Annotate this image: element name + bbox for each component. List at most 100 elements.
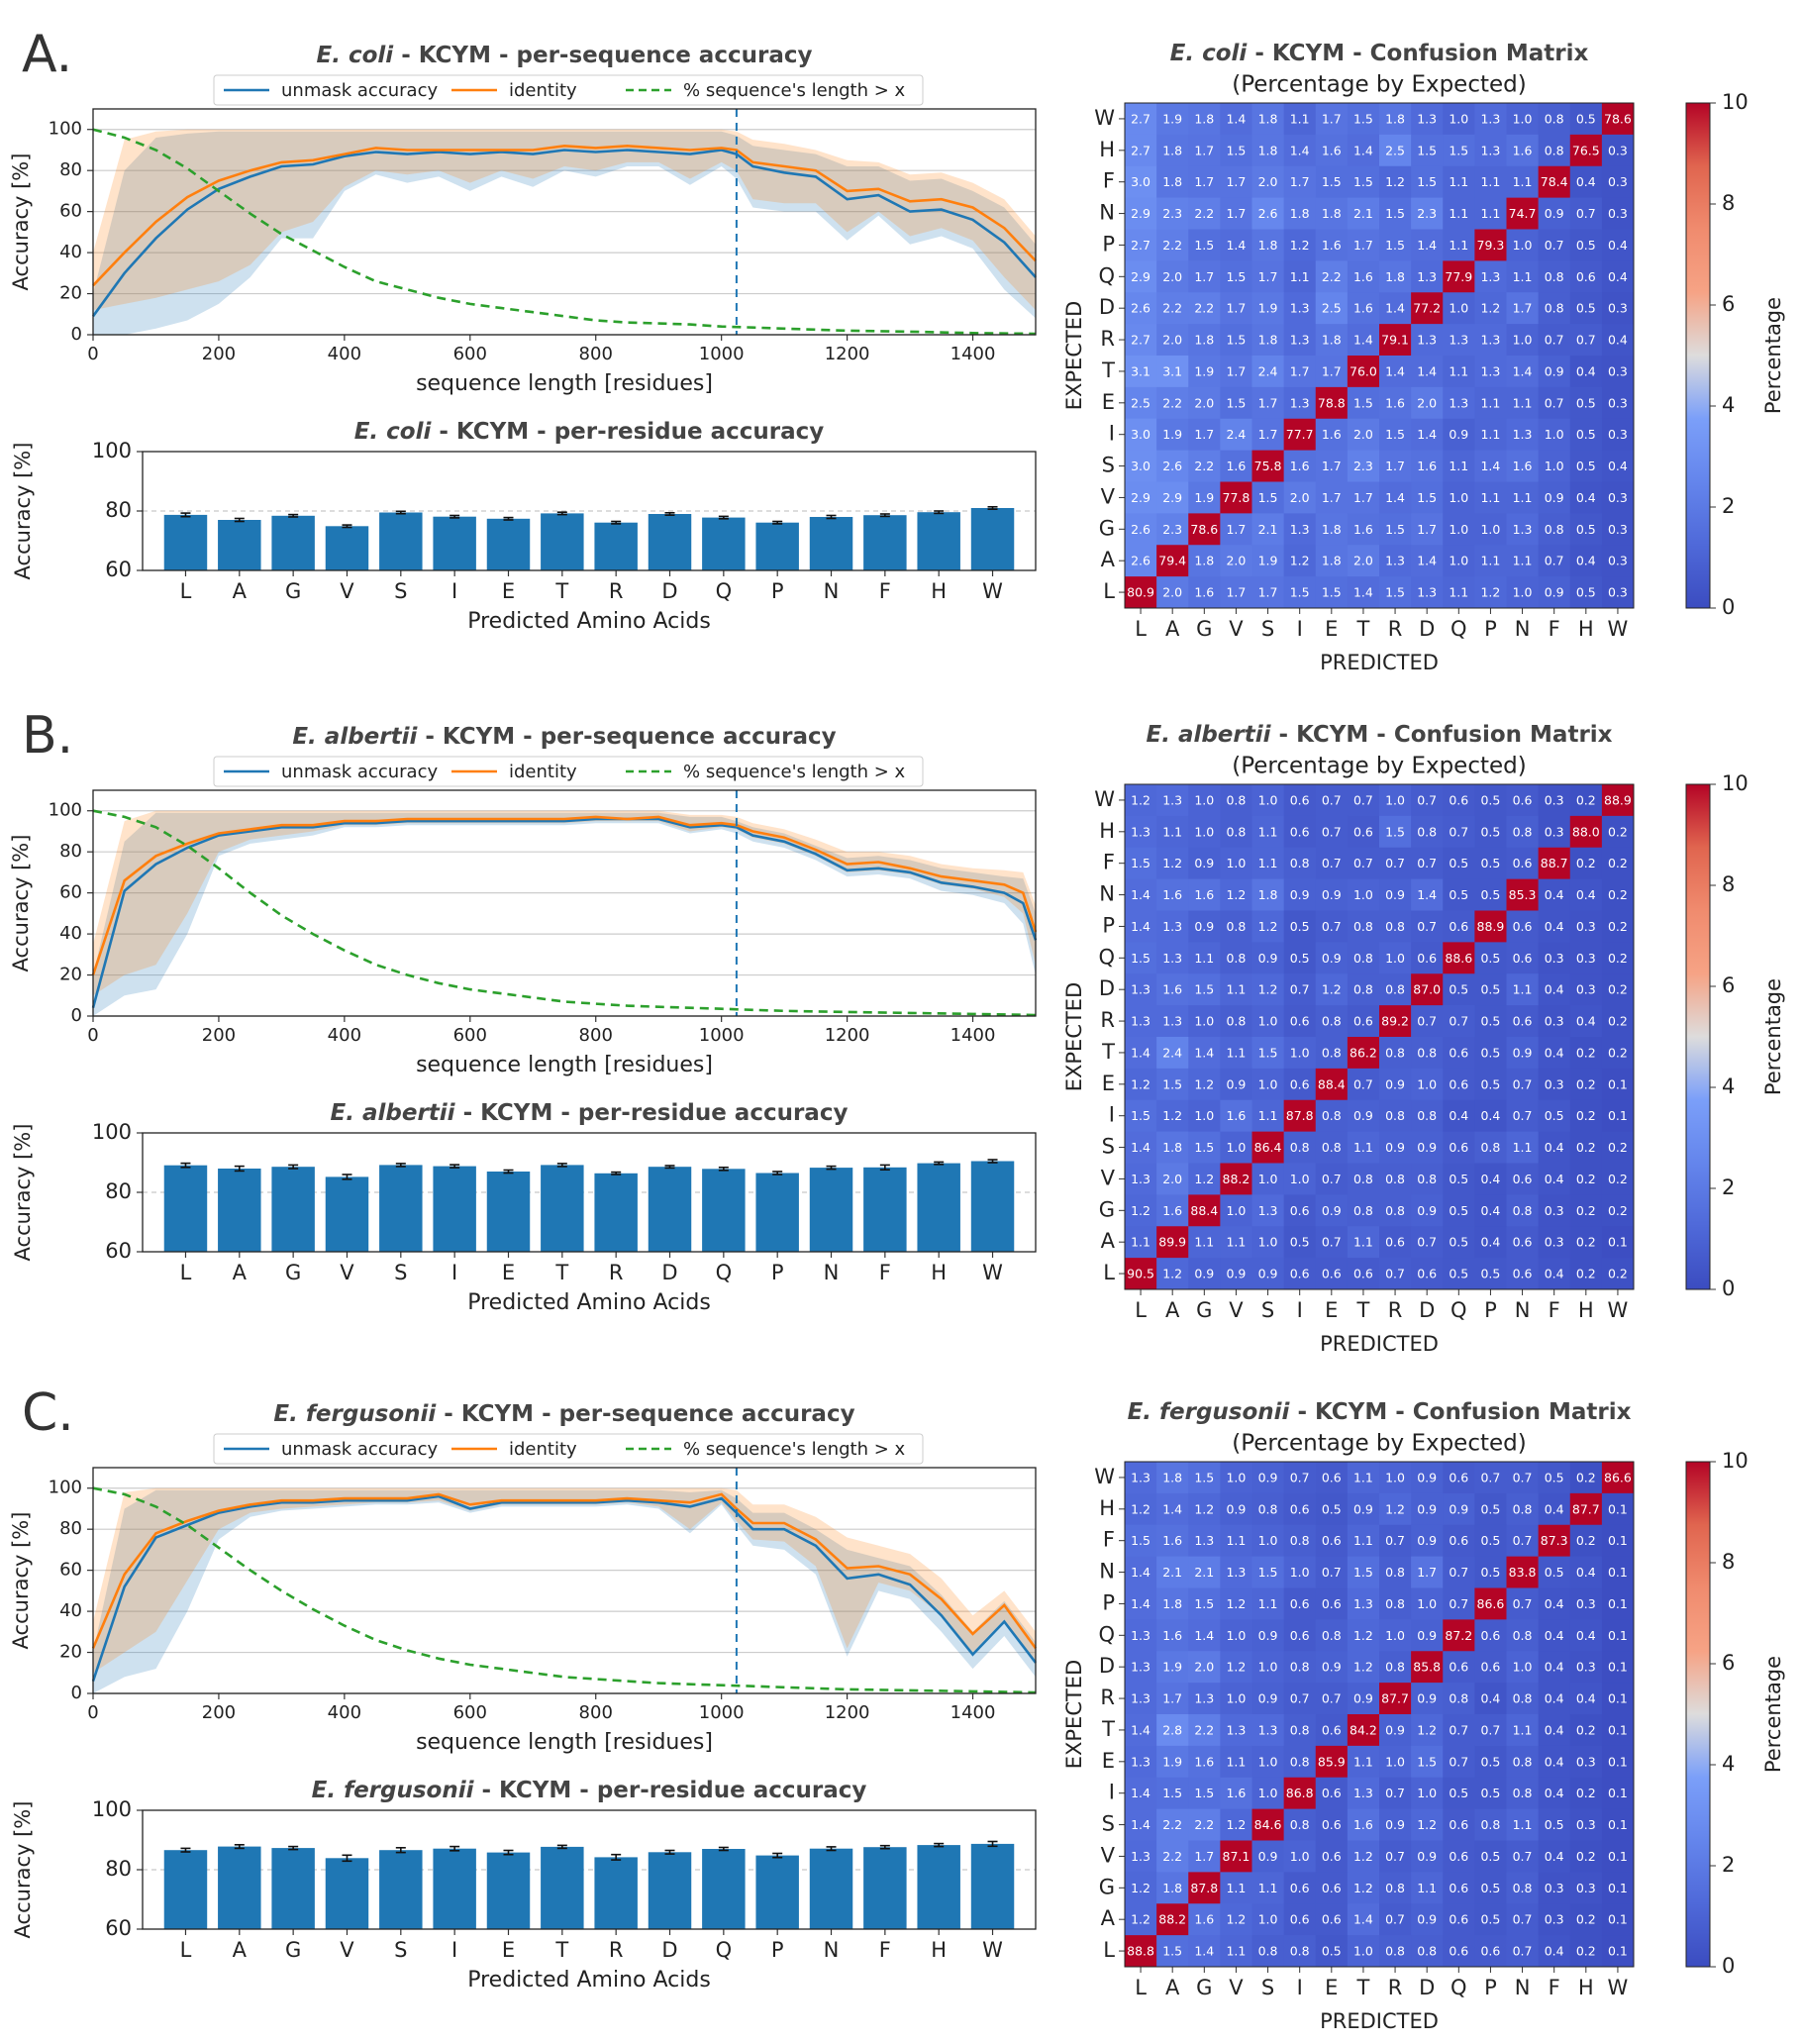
heatmap-cell [1251,1872,1285,1904]
heatmap-cell [1251,418,1285,452]
col-label: R [1388,1298,1403,1322]
cell-value: 0.6 [1449,1912,1468,1927]
heatmap-cell [1251,1745,1285,1779]
x-tick-label: A [233,1938,248,1962]
heatmap-cell [1283,1226,1317,1259]
heatmap-cell [1220,1935,1252,1968]
bar-chart-title-species: E. fergusonii [312,1778,475,1803]
cell-value: 0.8 [1385,1596,1405,1611]
confidence-band [93,1489,1036,1693]
heatmap-cell [1188,1556,1221,1588]
row-label: G [1099,1197,1115,1221]
heatmap-cell [1506,1556,1540,1588]
cell-value: 1.9 [1162,427,1182,442]
cell-value: 1.0 [1417,1786,1437,1800]
cell-value: 1.1 [1226,1533,1246,1548]
cell-value: 1.5 [1194,1596,1214,1611]
x-tick-label: V [340,1938,354,1962]
heatmap-cell [1347,450,1380,482]
heatmap-cell [1125,418,1157,452]
cell-value: 1.5 [1353,174,1373,189]
heatmap-cell [1379,1587,1412,1620]
y-tick-label: 0 [71,324,82,345]
cell-value: 0.1 [1608,1817,1628,1832]
heatmap-cell [1220,1524,1252,1558]
cell-value: 1.0 [1226,1470,1246,1484]
cell-value: 1.1 [1226,1944,1246,1959]
heatmap-cell [1443,1777,1475,1810]
cell-value: 0.2 [1576,1076,1596,1091]
heatmap-cell [1474,878,1507,911]
heatmap-cell [1347,1068,1380,1101]
cell-value: 1.7 [1226,585,1246,600]
cell-value: 1.2 [1290,238,1310,253]
heatmap-cell [1443,229,1475,261]
heatmap-cell [1411,1163,1444,1195]
cell-value: 0.9 [1226,1267,1246,1281]
plot-frame [92,789,1037,1017]
heatmap-cell [1315,1556,1349,1588]
heatmap-cell [1251,1163,1285,1195]
heatmap-cell [1443,1619,1475,1652]
cell-value: 1.1 [1258,1108,1278,1123]
cell-value: 0.5 [1449,1172,1468,1186]
heatmap-cell [1411,1492,1444,1526]
heatmap-cell [1601,1840,1635,1873]
cell-value: 1.3 [1131,1691,1150,1706]
cell-value: 0.3 [1576,1596,1596,1611]
heatmap-cell [1538,1587,1571,1620]
heatmap-cell [1156,1777,1189,1810]
cell-value: 80.9 [1127,585,1154,600]
heatmap-cell [1251,1714,1285,1747]
cell-value: 1.0 [1290,1565,1310,1580]
cell-value: 1.8 [1322,333,1342,348]
cell-value: 1.5 [1290,585,1310,600]
cell-value: 2.4 [1226,427,1246,442]
cell-value: 0.7 [1417,792,1437,807]
heatmap-cell [1601,260,1635,293]
cell-value: 1.3 [1131,1849,1150,1864]
cell-value: 77.2 [1413,301,1441,316]
cell-value: 1.5 [1385,585,1405,600]
y-axis-label: Accuracy [%] [9,153,33,291]
heatmap-cell [1156,910,1189,943]
cell-value: 0.6 [1322,1533,1342,1548]
heatmap-cell [1506,513,1540,546]
heatmap-title: E. albertii - KCYM - Confusion Matrix [1146,722,1612,748]
cell-value: 0.5 [1545,1108,1564,1123]
cell-value: 1.5 [1385,238,1405,253]
col-label: A [1165,1298,1180,1322]
cell-value: 0.9 [1194,919,1214,934]
cell-value: 87.8 [1286,1108,1314,1123]
cell-value: 77.7 [1286,427,1314,442]
cell-value: 2.0 [1194,1660,1214,1675]
heatmap-cell [1569,1068,1603,1101]
heatmap-cell [1347,576,1380,609]
bar-chart-title-species: E. coli [354,419,433,445]
bar [594,1173,638,1252]
heatmap-cell [1601,1005,1635,1038]
bar [163,1165,208,1252]
heatmap-cell [1506,481,1540,514]
cell-value: 1.8 [1162,1470,1182,1484]
cell-value: 0.5 [1480,824,1500,839]
heatmap-cell [1251,545,1285,577]
heatmap-cell [1315,1587,1349,1620]
cell-value: 1.0 [1449,111,1468,126]
heatmap-cell [1347,1903,1380,1936]
cell-value: 0.8 [1480,1140,1500,1155]
heatmap-cell [1601,576,1635,609]
heatmap-cell [1538,1068,1571,1101]
seq-chart-title-suffix: - KCYM - per-sequence accuracy [417,724,836,750]
heatmap-cell [1379,1619,1412,1652]
cell-value: 1.4 [1131,1722,1150,1737]
cell-value: 0.5 [1480,1533,1500,1548]
heatmap-cell [1601,1163,1635,1195]
cell-value: 0.9 [1258,1267,1278,1281]
cell-value: 0.6 [1449,1140,1468,1155]
heatmap-cell [1474,165,1507,199]
cell-value: 88.9 [1477,919,1505,934]
cell-value: 0.3 [1576,919,1596,934]
heatmap-cell [1474,1587,1507,1620]
cell-value: 0.6 [1322,1881,1342,1895]
